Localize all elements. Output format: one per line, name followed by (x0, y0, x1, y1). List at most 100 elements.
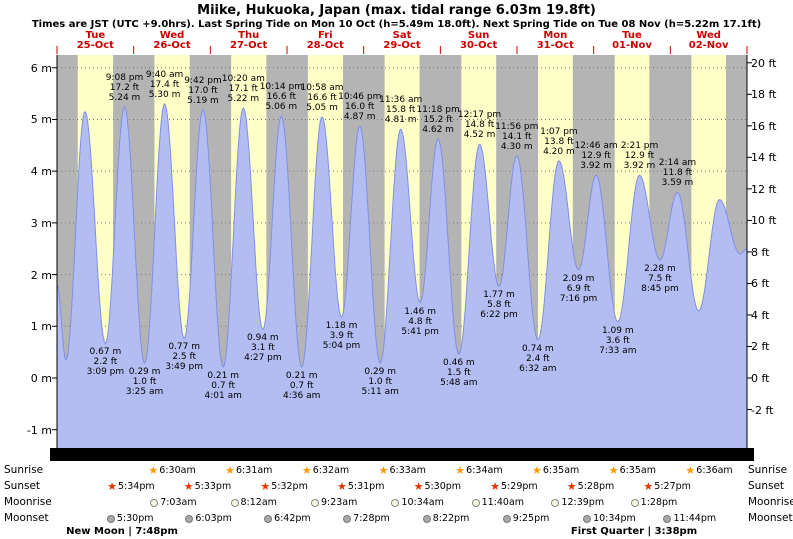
high-tide-label: 12:46 am 12.9 ft 3.92 m (574, 141, 618, 172)
moonset-time: 8:22pm (432, 513, 470, 524)
sunrise-entry: ★ 6:30am (148, 464, 195, 477)
day-weekday: Wed (159, 30, 185, 41)
sunset-icon: ★ (490, 480, 501, 493)
feet-axis-label: 14 ft (751, 151, 777, 165)
moonrise-entry: 9:23am (310, 496, 358, 509)
high-tide-label: 2:21 pm 12.9 ft 3.92 m (620, 141, 659, 172)
moonset-entry: 6:03pm (185, 512, 232, 525)
moonset-entry: 8:22pm (422, 512, 470, 525)
moonrise-time: 7:03am (160, 497, 197, 508)
moonset-entry: 5:30pm (106, 512, 154, 525)
day-weekday: Wed (696, 30, 721, 41)
moonset-entry: 11:44pm (663, 512, 716, 525)
sunset-entry: ★ 5:28pm (567, 480, 615, 493)
sunrise-time: 6:31am (236, 465, 273, 476)
sunrise-entry: ★ 6:36am (685, 464, 732, 477)
sunrise-time: 6:30am (159, 465, 196, 476)
sunrise-icon: ★ (685, 464, 696, 477)
low-tide-label: 1.09 m 3.6 ft 7:33 am (599, 325, 637, 356)
moonrise-entry: 7:03am (150, 496, 197, 509)
sunrise-icon: ★ (225, 464, 236, 477)
page-title: Miike, Hukuoka, Japan (max. tidal range … (197, 3, 596, 18)
sunset-entry: ★ 5:34pm (107, 480, 155, 493)
low-tide-label: 1.18 m 3.9 ft 5:04 pm (322, 320, 361, 351)
sunrise-entry: ★ 6:35am (609, 464, 656, 477)
day-weekday: Tue (622, 30, 642, 41)
sunset-time: 5:32pm (271, 481, 308, 492)
sunset-time: 5:34pm (117, 481, 155, 492)
moonset-icon (583, 514, 592, 523)
low-tide-label: 0.74 m 2.4 ft 6:32 am (519, 343, 557, 374)
sunrise-entry: ★ 6:33am (379, 464, 426, 477)
sunset-icon: ★ (183, 480, 194, 493)
day-date: 31-Oct (536, 40, 574, 51)
sunrise-row-label-right: Sunrise (748, 464, 788, 476)
day-label: Sun 30-Oct (444, 31, 514, 51)
high-tide-label: 11:36 am 15.8 ft 4.81 m (379, 95, 423, 126)
moonrise-icon (551, 498, 560, 507)
sunset-time: 5:31pm (347, 481, 385, 492)
day-weekday: Mon (543, 30, 568, 41)
meter-axis-label: 2 m (30, 268, 52, 282)
sunrise-icon: ★ (148, 464, 159, 477)
low-tide-label: 0.67 m 2.2 ft 3:09 pm (86, 347, 125, 378)
day-weekday: Sat (392, 30, 412, 41)
meter-axis-label: 5 m (30, 113, 52, 127)
meter-axis-label: -1 m (26, 423, 52, 437)
low-tide-label: 2.09 m 6.9 ft 7:16 pm (559, 273, 598, 304)
tide-area (57, 103, 747, 449)
sunset-time: 5:29pm (501, 481, 538, 492)
day-date: 29-Oct (383, 40, 421, 51)
low-tide-label: 0.29 m 1.0 ft 5:11 am (361, 367, 399, 397)
feet-axis-label: 12 ft (751, 182, 777, 196)
low-tide-label: 0.77 m 2.5 ft 3:49 pm (165, 342, 203, 373)
moonrise-time: 11:40am (481, 497, 525, 508)
sunset-row-label-right: Sunset (748, 480, 785, 492)
moonrise-time: 8:12am (240, 497, 277, 508)
sunset-row-label-left: Sunset (4, 480, 41, 492)
moonset-entry: 10:34pm (583, 512, 636, 525)
high-tide-label: 10:20 am 17.1 ft 5.22 m (221, 74, 265, 105)
high-tide-label: 12:17 pm 14.8 ft 4.52 m (457, 110, 502, 141)
sunset-icon: ★ (643, 480, 654, 493)
sunset-time: 5:30pm (424, 481, 462, 492)
day-label: Sat 29-Oct (367, 31, 437, 51)
moonrise-row-label-right: Moonrise (748, 496, 793, 508)
high-tide-label: 10:14 pm 16.6 ft 5.06 m (259, 82, 303, 113)
sunrise-time: 6:32am (312, 465, 350, 476)
moonset-time: 7:28pm (353, 513, 390, 524)
moonset-time: 6:03pm (195, 513, 232, 524)
feet-axis-label: 16 ft (751, 119, 777, 133)
sunrise-icon: ★ (378, 464, 389, 477)
sunset-icon: ★ (336, 480, 347, 493)
high-tide-label: 2:14 am 11.8 ft 3.59 m (658, 158, 697, 189)
day-weekday: Fri (318, 30, 333, 41)
feet-axis-label: 10 ft (751, 214, 777, 228)
day-date: 28-Oct (306, 40, 344, 51)
sunrise-icon: ★ (301, 464, 312, 477)
sunrise-icon: ★ (532, 464, 542, 477)
moonset-entry: 6:42pm (264, 512, 311, 525)
sunrise-time: 6:35am (542, 465, 580, 476)
feet-axis-label: 4 ft (751, 308, 770, 322)
moonset-time: 11:44pm (673, 513, 717, 524)
low-tide-label: 0.21 m 0.7 ft 4:01 am (204, 371, 242, 402)
moonset-entry: 9:25pm (502, 512, 549, 525)
moonrise-time: 12:39pm (561, 497, 605, 508)
day-label: Mon 31-Oct (520, 31, 590, 51)
sunset-entry: ★ 5:29pm (490, 480, 538, 493)
moonset-icon (343, 514, 352, 523)
day-date: 01-Nov (612, 40, 652, 51)
sunset-time: 5:27pm (654, 481, 691, 492)
sunset-entry: ★ 5:32pm (260, 480, 308, 493)
moonset-time: 6:42pm (274, 513, 311, 524)
high-tide-label: 1:07 pm 13.8 ft 4.20 m (540, 126, 578, 157)
low-tide-label: 1.77 m 5.8 ft 6:22 pm (480, 290, 518, 321)
low-tide-label: 2.28 m 7.5 ft 8:45 pm (641, 264, 679, 295)
moonrise-time: 9:23am (320, 497, 358, 508)
sunset-entry: ★ 5:27pm (643, 480, 691, 493)
sunrise-row-label-left: Sunrise (4, 464, 44, 476)
day-date: 27-Oct (230, 40, 268, 51)
